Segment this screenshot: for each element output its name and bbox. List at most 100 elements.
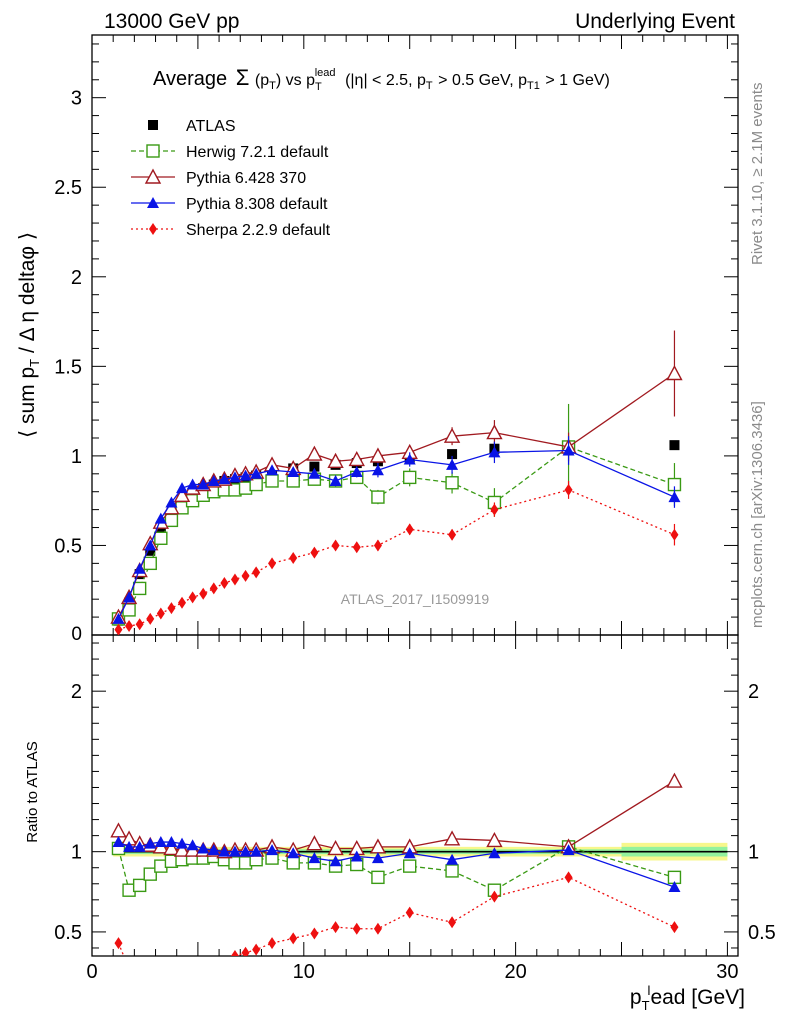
header-right: Underlying Event	[575, 10, 735, 33]
title-sub2: T	[315, 81, 322, 93]
data-point	[167, 602, 176, 615]
title-sub3: T	[426, 80, 433, 92]
title-rest: (p	[255, 72, 269, 89]
data-point	[146, 612, 155, 625]
y-tick-label: 1	[71, 842, 82, 864]
data-point	[218, 845, 231, 857]
data-point	[176, 837, 189, 849]
legend-marker	[146, 144, 160, 158]
data-point	[173, 841, 191, 857]
data-point	[239, 845, 252, 857]
data-point	[135, 618, 144, 631]
data-point	[369, 447, 387, 463]
data-point	[165, 496, 178, 508]
series-line	[118, 489, 675, 631]
data-point	[405, 906, 414, 919]
data-point	[371, 852, 384, 864]
data-point	[488, 847, 501, 859]
data-point	[306, 835, 323, 851]
data-point	[125, 620, 134, 633]
data-point	[350, 466, 363, 478]
data-point	[403, 470, 417, 485]
data-point	[446, 458, 459, 470]
legend: ATLAS Herwig 7.2.1 default Pythia 6.428 37…	[131, 118, 331, 239]
data-point	[239, 469, 252, 481]
data-point	[666, 772, 683, 788]
data-point	[154, 836, 167, 848]
svg-text:⟨ sum pT / Δ η deltaφ ⟩: ⟨ sum pT / Δ η deltaφ ⟩	[16, 232, 42, 438]
data-point	[188, 591, 197, 604]
plot-title: Average Σ (pT) vs pTlead (|η| < 2.5, pT …	[153, 59, 610, 94]
data-point	[250, 845, 263, 857]
data-point	[132, 581, 147, 596]
data-point	[156, 607, 165, 620]
data-point	[403, 859, 417, 873]
y-tick-label: 2	[71, 267, 82, 289]
header-left: 13000 GeV pp	[104, 10, 239, 33]
data-point	[486, 831, 503, 848]
legend-marker	[144, 168, 162, 184]
y-tick-label-right: 0.5	[748, 922, 776, 944]
legend-label: Sherpa 2.2.9 default	[186, 222, 331, 239]
y-tick-label: 0	[71, 624, 82, 645]
data-point	[186, 478, 199, 490]
data-point	[268, 937, 277, 950]
data-point	[669, 440, 680, 451]
legend-marker	[148, 120, 158, 130]
data-point	[348, 451, 365, 467]
data-point	[331, 539, 340, 552]
title-sup2: lead	[315, 67, 336, 79]
data-point	[123, 840, 136, 852]
data-point	[266, 464, 279, 476]
data-point	[220, 577, 229, 590]
data-point	[144, 837, 157, 849]
series-line	[118, 780, 675, 853]
main-axes: 0 0.5 1 1.5 2 2.5 3	[54, 35, 738, 645]
legend-label: Pythia 6.428 370	[186, 170, 306, 187]
data-point	[268, 557, 277, 570]
data-point	[114, 937, 123, 950]
data-point	[562, 844, 575, 856]
data-point	[373, 539, 382, 552]
data-point	[564, 483, 573, 496]
data-point	[327, 452, 344, 468]
data-point	[165, 836, 178, 848]
legend-item: Sherpa 2.2.9 default	[131, 222, 331, 239]
data-point	[199, 587, 208, 600]
title-sigma: Σ	[236, 65, 250, 90]
ratio-panel-frame	[91, 634, 739, 957]
data-point	[310, 546, 319, 559]
x-axis-label: pTlead [GeV]	[630, 983, 745, 1013]
title-cuts: (|η| < 2.5, p	[345, 72, 426, 89]
y-axis-label-main: ⟨ sum pT / Δ η deltaφ ⟩	[16, 232, 42, 438]
data-point	[352, 541, 361, 554]
data-point	[112, 612, 125, 624]
data-point	[230, 573, 239, 586]
data-point	[252, 566, 261, 579]
y-axis-label-ratio: Ratio to ATLAS	[24, 741, 41, 842]
data-point	[250, 467, 263, 479]
data-point	[331, 921, 340, 934]
data-point	[207, 474, 220, 486]
data-point	[143, 867, 157, 881]
legend-item: Pythia 6.428 370	[131, 168, 306, 187]
data-point	[448, 528, 457, 541]
data-point	[133, 840, 146, 852]
data-point	[286, 856, 300, 870]
data-point	[443, 830, 461, 846]
legend-item: Herwig 7.2.1 default	[131, 144, 329, 161]
data-point	[145, 545, 156, 556]
x-tick-label: 30	[716, 961, 738, 983]
data-point	[309, 461, 320, 472]
data-point	[289, 551, 298, 564]
data-point	[308, 852, 321, 864]
x-tick-label: 20	[504, 961, 526, 983]
data-point	[287, 466, 300, 478]
data-point	[490, 890, 499, 903]
y-tick-label-right: 2	[748, 681, 759, 703]
data-point	[668, 491, 681, 503]
data-point	[241, 946, 250, 956]
legend-item: ATLAS	[148, 118, 236, 135]
x-tick-label: 10	[293, 961, 315, 983]
legend-label: Pythia 8.308 default	[186, 196, 328, 213]
